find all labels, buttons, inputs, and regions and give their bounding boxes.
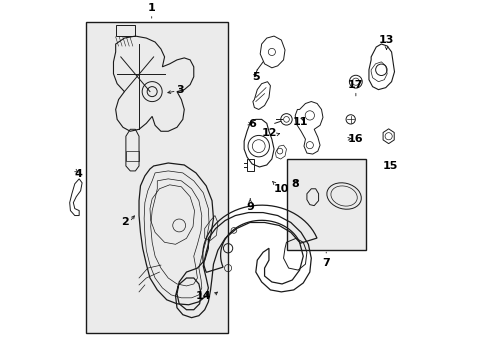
Text: 6: 6 xyxy=(247,119,255,129)
Text: 13: 13 xyxy=(378,35,393,45)
Text: 11: 11 xyxy=(292,117,308,127)
Text: 1: 1 xyxy=(147,3,155,13)
Bar xyxy=(85,22,228,333)
Text: 4: 4 xyxy=(75,169,82,179)
Text: 15: 15 xyxy=(382,161,397,171)
Text: 9: 9 xyxy=(246,202,254,212)
Text: 16: 16 xyxy=(347,134,363,144)
Text: 8: 8 xyxy=(290,179,298,189)
Text: 10: 10 xyxy=(273,184,288,194)
Bar xyxy=(286,159,365,251)
Text: 3: 3 xyxy=(176,85,184,95)
Text: 12: 12 xyxy=(261,128,277,138)
Text: 7: 7 xyxy=(322,258,329,267)
Bar xyxy=(116,26,135,36)
Text: 5: 5 xyxy=(252,72,260,82)
Text: 17: 17 xyxy=(346,80,362,90)
Text: 14: 14 xyxy=(196,291,211,301)
Text: 2: 2 xyxy=(121,217,128,227)
